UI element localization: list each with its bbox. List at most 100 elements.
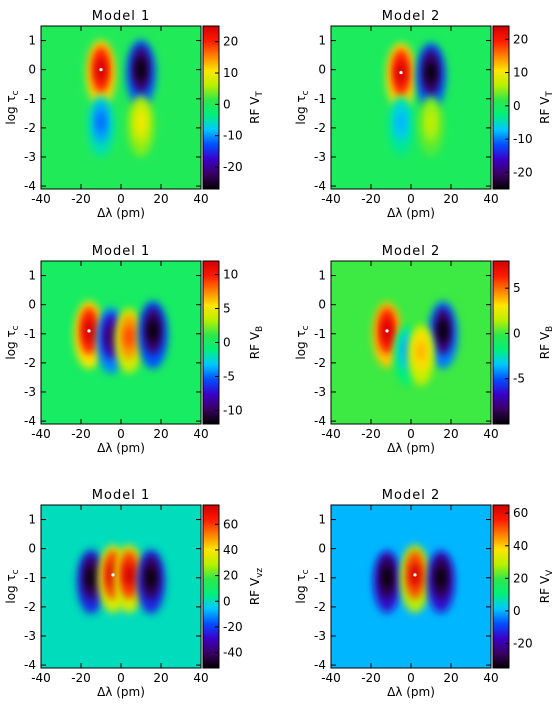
colorbar-tick-label: 40 <box>513 539 528 553</box>
colorbar-tick-label: 20 <box>513 571 528 585</box>
colorbar <box>492 260 510 425</box>
y-tick-label: -2 <box>24 356 36 370</box>
colorbar-label: RF VV <box>538 569 553 603</box>
panel-title: Model 2 <box>382 9 440 24</box>
x-tick-label: -40 <box>31 427 51 441</box>
colorbar-label-sub: B <box>255 326 265 332</box>
y-tick-label: -3 <box>314 629 326 643</box>
peak-marker <box>413 573 417 577</box>
panel-title: Model 1 <box>92 244 150 259</box>
panel-title: Model 1 <box>92 9 150 24</box>
x-tick-label: 0 <box>407 671 415 685</box>
y-tick-label: -3 <box>24 150 36 164</box>
x-tick-label: 0 <box>117 671 125 685</box>
peak-marker <box>385 329 389 333</box>
y-tick-label: -1 <box>24 571 36 585</box>
y-tick-label: 1 <box>318 34 326 48</box>
y-axis-label-main: log τ <box>294 95 308 124</box>
colorbar-tick-label: -5 <box>513 372 525 386</box>
y-tick-label: -2 <box>314 121 326 135</box>
feature-peak <box>136 111 146 133</box>
y-tick-label: -1 <box>314 571 326 585</box>
y-axis-label: log τc <box>294 325 311 359</box>
colorbar <box>492 25 510 190</box>
feature-peak <box>426 60 436 85</box>
colorbar-tick-label: -10 <box>223 403 243 417</box>
colorbar-tick-label: -20 <box>223 620 243 634</box>
feature-peak <box>382 567 392 589</box>
x-axis-label: Δλ (pm) <box>387 206 435 220</box>
peak-marker <box>399 70 403 75</box>
x-tick-label: 40 <box>483 427 498 441</box>
colorbar-label-main: RF V <box>248 331 262 359</box>
colorbar-tick-label: 40 <box>223 543 238 557</box>
panel-title: Model 2 <box>382 244 440 259</box>
colorbar-label: RF VT <box>538 91 553 124</box>
y-axis-label-main: log τ <box>294 574 308 603</box>
x-tick-label: 40 <box>193 192 208 206</box>
colorbar-tick-label: -20 <box>223 160 243 174</box>
x-axis-label: Δλ (pm) <box>387 441 435 455</box>
x-tick-label: 20 <box>443 192 458 206</box>
y-axis-label-sub: c <box>11 90 21 95</box>
x-tick-label: -40 <box>31 192 51 206</box>
colorbar-tick-label: -10 <box>223 129 243 143</box>
colorbar-tick-label: 5 <box>513 281 521 295</box>
colorbar-tick-label: -5 <box>223 369 235 383</box>
peak-marker <box>99 68 103 72</box>
x-tick-label: 0 <box>407 192 415 206</box>
x-tick-label: -20 <box>71 427 91 441</box>
y-axis-label-main: log τ <box>4 330 18 359</box>
colorbar-tick-label: 0 <box>513 326 521 340</box>
colorbar-label-main: RF V <box>248 96 262 124</box>
y-tick-label: -3 <box>314 150 326 164</box>
x-tick-label: 0 <box>117 427 125 441</box>
y-tick-label: -1 <box>314 327 326 341</box>
x-tick-label: -40 <box>321 192 341 206</box>
feature-peak <box>427 112 435 132</box>
colorbar-tick-label: 10 <box>223 66 238 80</box>
y-axis-label: log τc <box>294 90 311 124</box>
colorbar-label-main: RF V <box>538 96 552 124</box>
x-axis-label: Δλ (pm) <box>97 441 145 455</box>
feature-peak <box>397 112 405 133</box>
y-tick-label: 1 <box>318 269 326 283</box>
feature-peak <box>86 566 96 589</box>
colorbar-label-sub: V <box>545 569 553 576</box>
colorbar-label-sub: B <box>545 326 553 332</box>
colorbar-tick-label: 10 <box>223 268 238 282</box>
colorbar-tick-label: 0 <box>223 594 231 608</box>
y-tick-label: -1 <box>314 92 326 106</box>
colorbar-tick-label: -40 <box>223 646 243 660</box>
y-tick-label: 1 <box>28 269 36 283</box>
y-axis-label-sub: c <box>301 569 311 574</box>
y-axis-label-main: log τ <box>4 95 18 124</box>
x-tick-label: 40 <box>483 192 498 206</box>
y-tick-label: -4 <box>24 658 36 672</box>
x-tick-label: 40 <box>193 427 208 441</box>
x-tick-label: 0 <box>117 192 125 206</box>
y-tick-label: -3 <box>24 385 36 399</box>
x-tick-label: -20 <box>361 427 381 441</box>
colorbar-label: RF VB <box>538 326 553 359</box>
y-axis-label-sub: c <box>301 90 311 95</box>
feature-peak <box>146 566 156 589</box>
colorbar-label-sub: vz <box>255 568 265 578</box>
x-tick-label: -20 <box>71 192 91 206</box>
x-tick-label: 20 <box>443 671 458 685</box>
colorbar-tick-label: -20 <box>513 637 533 651</box>
x-axis-label: Δλ (pm) <box>97 206 145 220</box>
feature-peak <box>106 325 116 349</box>
feature-peak <box>96 111 106 133</box>
y-tick-label: -2 <box>314 600 326 614</box>
y-tick-label: 0 <box>28 63 36 77</box>
colorbar-label-main: RF V <box>248 577 262 605</box>
y-tick-label: -2 <box>24 121 36 135</box>
y-tick-label: 1 <box>318 513 326 527</box>
colorbar-label-sub: T <box>255 91 265 98</box>
colorbar-tick-label: 20 <box>223 569 238 583</box>
